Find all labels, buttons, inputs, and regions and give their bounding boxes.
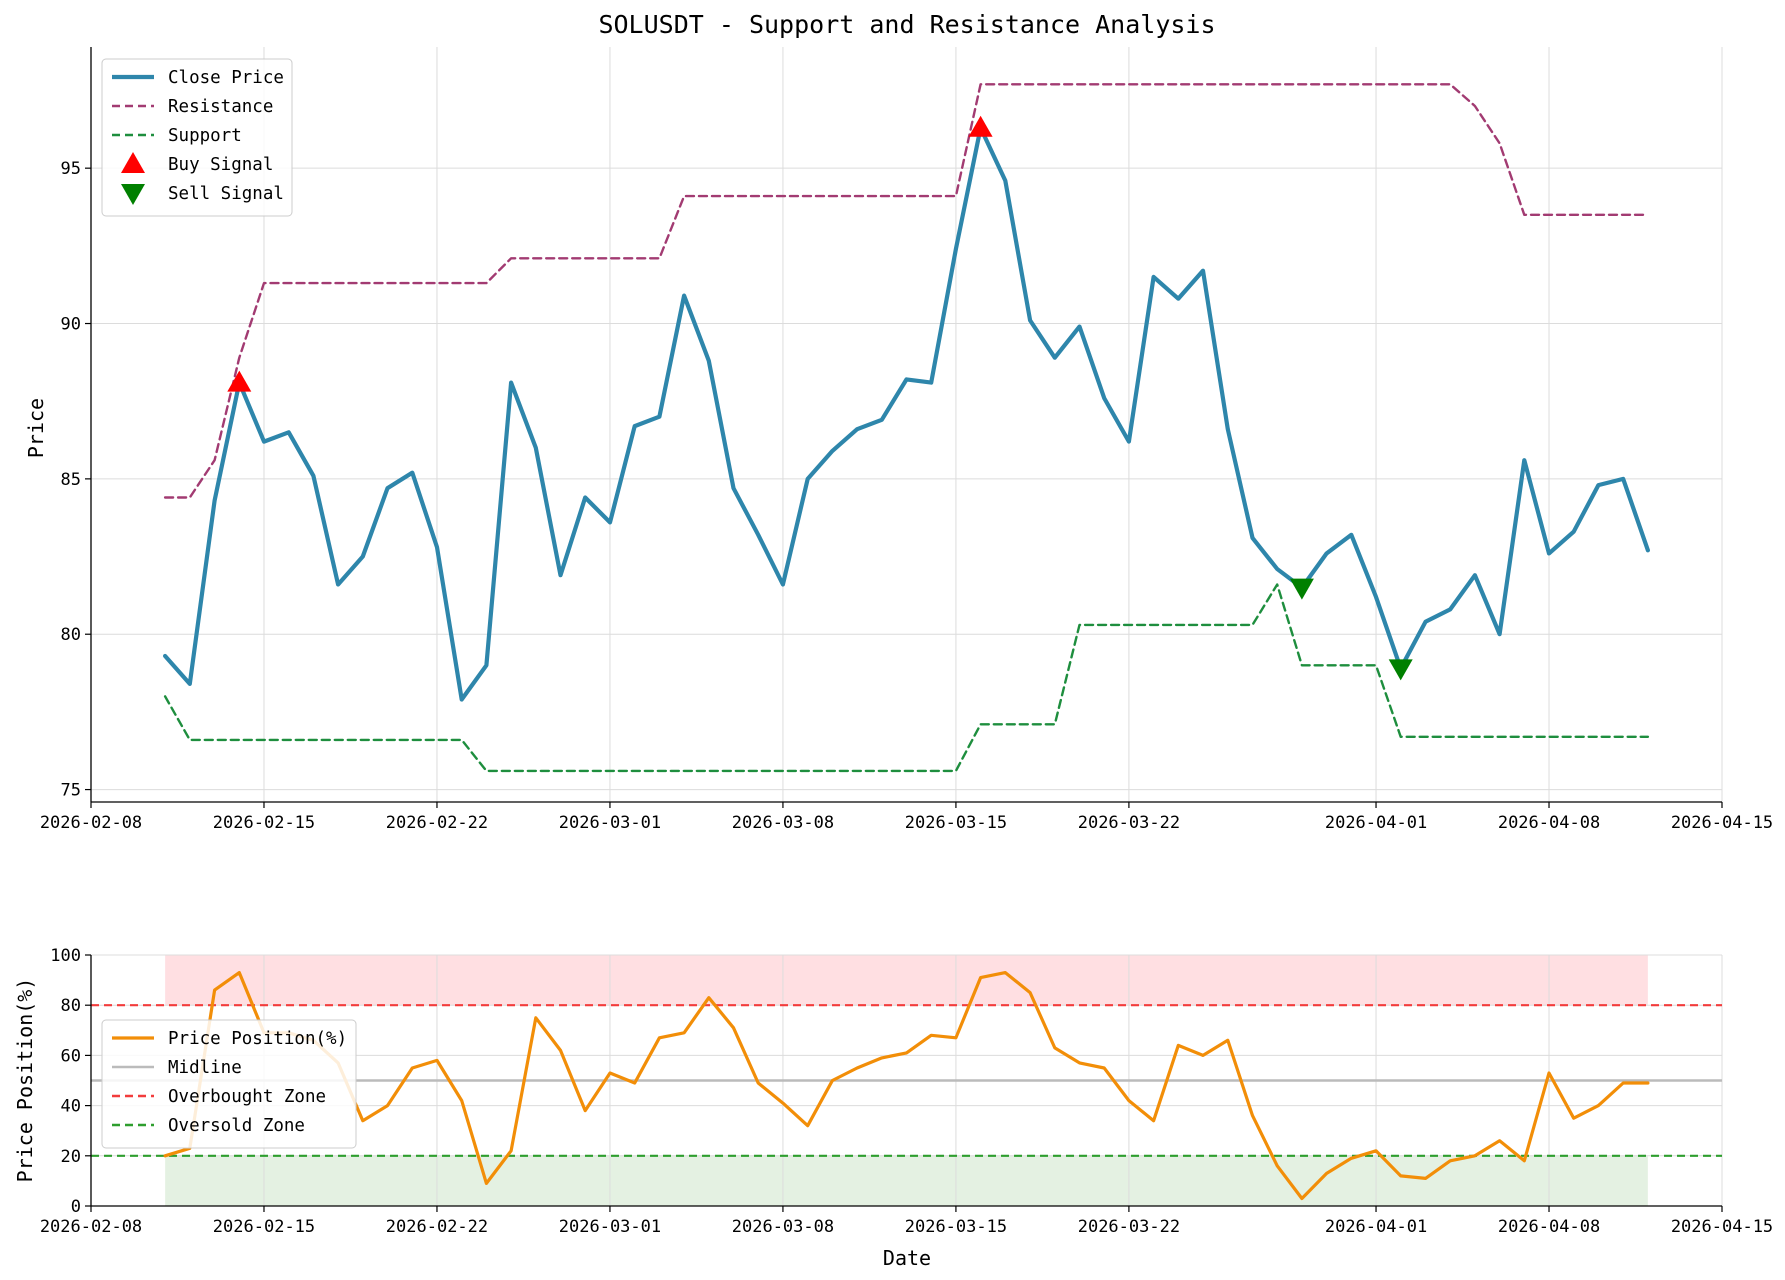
bot-y-tick-label: 0 xyxy=(71,1197,81,1217)
top-y-tick-label: 90 xyxy=(61,315,81,335)
top-x-tick-label: 2026-02-22 xyxy=(386,813,488,833)
top-legend: Close Price Resistance Support Buy Signal Se… xyxy=(101,58,293,217)
legend-label-close-price: Close Price xyxy=(168,68,284,88)
legend-label-midline: Midline xyxy=(168,1058,242,1078)
legend-label-oversold-zone: Oversold Zone xyxy=(168,1116,305,1136)
buy-signal-marker xyxy=(227,370,252,392)
series-resistance xyxy=(163,83,1650,499)
legend-swatch-buy-signal xyxy=(121,152,145,173)
legend-label-resistance: Resistance xyxy=(168,97,273,117)
bot-x-tick-label: 2026-02-22 xyxy=(386,1217,488,1237)
bot-x-tick-label: 2026-02-15 xyxy=(213,1217,315,1237)
top-x-tick-label: 2026-04-01 xyxy=(1325,813,1427,833)
chart-title: SOLUSDT - Support and Resistance Analysi… xyxy=(598,10,1215,39)
top-y-tick-label: 80 xyxy=(61,625,81,645)
overbought-fill xyxy=(165,955,1648,1006)
legend-label-sell-signal: Sell Signal xyxy=(168,184,284,204)
bot-x-tick-label: 2026-04-01 xyxy=(1325,1217,1427,1237)
legend-label-overbought-zone: Overbought Zone xyxy=(168,1087,326,1107)
bot-y-tick-label: 100 xyxy=(50,946,81,966)
bot-y-tick-label: 40 xyxy=(61,1097,81,1117)
top-x-tick-label: 2026-04-08 xyxy=(1498,813,1600,833)
legend-swatch-sell-signal xyxy=(121,184,145,205)
top-grid xyxy=(90,47,1723,802)
bot-x-tick-label: 2026-03-01 xyxy=(559,1217,661,1237)
top-y-tick-label: 75 xyxy=(61,781,81,801)
top-axes: 2026-02-08 2026-02-15 2026-02-22 2026-03-01… xyxy=(40,47,1773,833)
top-x-tick-label: 2026-02-15 xyxy=(213,813,315,833)
top-x-tick-label: 2026-03-08 xyxy=(732,813,834,833)
top-x-tick-label: 2026-03-15 xyxy=(905,813,1007,833)
legend-label-price-position: Price Position(%) xyxy=(168,1029,347,1049)
top-y-axis-label: Price xyxy=(24,398,48,458)
bot-y-tick-label: 60 xyxy=(61,1046,81,1066)
bot-x-tick-label: 2026-03-22 xyxy=(1078,1217,1180,1237)
bot-x-tick-label: 2026-03-08 xyxy=(732,1217,834,1237)
oversold-fill xyxy=(165,1155,1648,1206)
top-markers xyxy=(227,115,1413,681)
top-y-tick-label: 85 xyxy=(61,470,81,490)
sell-signal-marker xyxy=(1289,578,1314,600)
top-x-tick-label: 2026-04-15 xyxy=(1671,813,1773,833)
sell-signal-marker xyxy=(1388,659,1413,681)
bottom-series xyxy=(91,970,1722,1201)
bot-x-tick-label: 2026-04-15 xyxy=(1671,1217,1773,1237)
bot-x-tick-label: 2026-04-08 xyxy=(1498,1217,1600,1237)
legend-box xyxy=(101,58,293,217)
top-y-tick-label: 95 xyxy=(61,159,81,179)
legend-box xyxy=(101,1019,357,1149)
bottom-legend: Price Position(%) Midline Overbought Zone O… xyxy=(101,1019,357,1149)
series-price-position xyxy=(163,970,1650,1201)
bot-x-tick-label: 2026-03-15 xyxy=(905,1217,1007,1237)
top-x-tick-label: 2026-03-22 xyxy=(1078,813,1180,833)
bottom-y-axis-label: Price Position(%) xyxy=(13,978,37,1183)
legend-label-buy-signal: Buy Signal xyxy=(168,155,273,175)
bot-y-tick-label: 20 xyxy=(61,1147,81,1167)
bottom-x-axis-label: Date xyxy=(883,1246,931,1270)
bottom-fills xyxy=(165,955,1648,1206)
top-x-tick-label: 2026-02-08 xyxy=(40,813,142,833)
bot-y-tick-label: 80 xyxy=(61,996,81,1016)
series-support xyxy=(163,583,1650,773)
bot-x-tick-label: 2026-02-08 xyxy=(40,1217,142,1237)
legend-label-support: Support xyxy=(168,126,242,146)
top-x-tick-label: 2026-03-01 xyxy=(559,813,661,833)
buy-signal-marker xyxy=(968,115,993,137)
bottom-axes: 2026-02-08 2026-02-15 2026-02-22 2026-03-01… xyxy=(40,946,1773,1237)
